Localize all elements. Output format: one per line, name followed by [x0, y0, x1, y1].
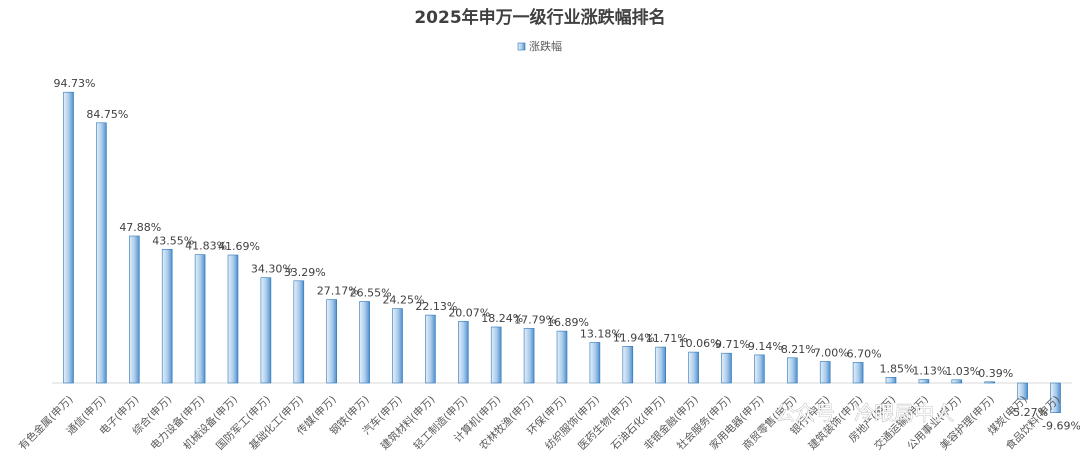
legend-label: 涨跌幅: [529, 39, 562, 53]
bar: [425, 314, 436, 384]
data-label: 9.14%: [748, 340, 783, 353]
bar-group: [63, 91, 1061, 414]
data-label: 26.55%: [350, 287, 392, 300]
bar: [96, 122, 107, 384]
data-label: -9.69%: [1042, 420, 1080, 433]
bar: [293, 280, 305, 384]
data-label: 84.75%: [86, 108, 128, 121]
bar: [852, 362, 864, 384]
category-label: 有色金属(申万): [16, 393, 76, 453]
bar: [194, 254, 206, 384]
data-label: 22.13%: [415, 300, 457, 313]
data-label: 1.03%: [945, 365, 980, 378]
data-label: 24.25%: [383, 294, 425, 307]
bar: [457, 321, 469, 384]
bar: [161, 249, 173, 384]
bar: [721, 352, 732, 384]
data-label: 8.21%: [781, 343, 816, 356]
bar: [490, 326, 502, 384]
bar: [951, 379, 963, 384]
data-label: 1.85%: [880, 362, 915, 375]
bar: [655, 346, 667, 384]
data-label: 11.94%: [613, 331, 655, 344]
bar: [622, 345, 634, 384]
bar: [885, 376, 897, 384]
value-label-group: 94.73% 84.75% 47.88%43.55%41.83%41.69% 34.3…: [54, 77, 1080, 433]
data-label: 7.00%: [814, 347, 849, 360]
bar: [1050, 382, 1061, 414]
bar: [392, 308, 403, 384]
bar: [918, 379, 930, 384]
data-label: 33.29%: [284, 266, 326, 279]
data-label: 6.70%: [847, 347, 882, 360]
data-label: 16.89%: [547, 316, 589, 329]
data-label: 10.06%: [679, 337, 721, 350]
chart-title: 2025年申万一级行业涨跌幅排名: [414, 7, 665, 28]
legend: 涨跌幅: [517, 39, 562, 53]
bar: [688, 351, 699, 384]
bar: [1017, 382, 1028, 400]
legend-swatch: [517, 42, 526, 51]
data-label: 43.55%: [152, 234, 194, 247]
data-label: 0.39%: [978, 367, 1013, 380]
bar: [754, 354, 765, 384]
data-label: 41.69%: [218, 240, 260, 253]
bar: [359, 301, 370, 384]
bar: [786, 357, 798, 384]
data-label: 9.71%: [715, 338, 750, 351]
watermark: 公众号 · 冷眼局中人: [775, 401, 954, 425]
data-label: 11.71%: [646, 332, 688, 345]
data-label: 17.79%: [514, 313, 556, 326]
bar: [260, 277, 272, 384]
data-label: 27.17%: [317, 285, 359, 298]
data-label: 94.73%: [54, 77, 96, 90]
bar: [556, 330, 568, 384]
data-label: 18.24%: [481, 312, 523, 325]
data-label: -5.27%: [1009, 406, 1048, 419]
bar: [589, 342, 601, 384]
bar: [129, 235, 140, 384]
bar: [984, 381, 996, 384]
bar: [523, 328, 535, 384]
bar: [819, 361, 831, 384]
data-label: 47.88%: [119, 221, 161, 234]
bar: [326, 299, 338, 384]
bar: [227, 254, 239, 384]
data-label: 13.18%: [580, 328, 622, 341]
data-label: 1.13%: [912, 365, 947, 378]
data-label: 34.30%: [251, 263, 293, 276]
data-label: 20.07%: [448, 306, 490, 319]
bar: [63, 91, 74, 384]
data-label: 41.83%: [185, 240, 227, 253]
